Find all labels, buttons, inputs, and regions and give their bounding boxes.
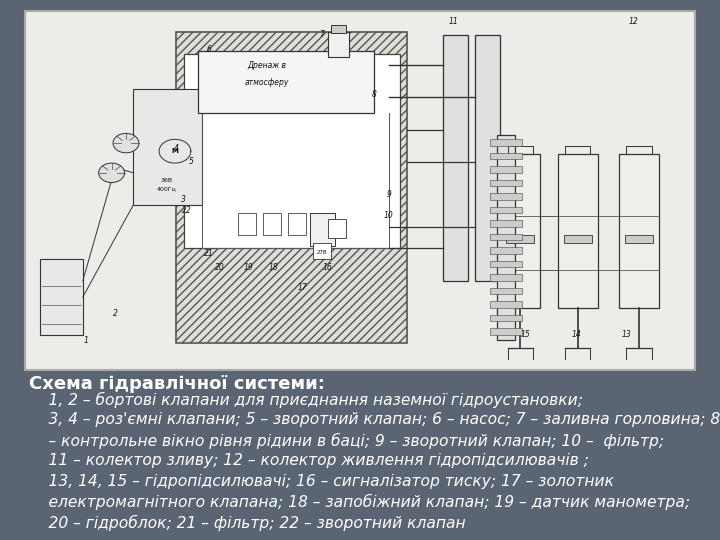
Text: 3: 3 bbox=[181, 195, 186, 204]
Text: Схема гідравлічної системи:: Схема гідравлічної системи: bbox=[29, 375, 325, 393]
Text: 11 – колектор зливу; 12 – колектор живлення гідропідсилювачів ;: 11 – колектор зливу; 12 – колектор живле… bbox=[29, 453, 589, 468]
Text: 10: 10 bbox=[384, 212, 394, 220]
Bar bbox=[328, 32, 349, 57]
Bar bbox=[490, 207, 522, 213]
Text: 36В: 36В bbox=[161, 178, 173, 183]
Text: 17: 17 bbox=[297, 283, 307, 292]
Bar bbox=[490, 261, 522, 267]
Bar bbox=[500, 154, 540, 308]
Bar bbox=[490, 220, 522, 227]
Text: 19: 19 bbox=[243, 263, 253, 272]
Text: 12: 12 bbox=[629, 17, 639, 26]
Text: атмосферу: атмосферу bbox=[244, 78, 289, 87]
Bar bbox=[238, 213, 256, 235]
Bar bbox=[198, 51, 374, 113]
Bar bbox=[490, 234, 522, 240]
Text: 400Гц: 400Гц bbox=[157, 186, 177, 192]
Text: 13: 13 bbox=[621, 330, 631, 339]
Bar bbox=[331, 25, 346, 33]
Bar bbox=[490, 274, 522, 281]
Bar bbox=[263, 213, 281, 235]
Bar bbox=[490, 193, 522, 200]
Text: 14: 14 bbox=[571, 330, 581, 339]
Text: 1, 2 – бортові клапани для приєднання наземної гідроустановки;: 1, 2 – бортові клапани для приєднання на… bbox=[29, 392, 582, 408]
Text: 3, 4 – роз'ємні клапани; 5 – зворотний клапан; 6 – насос; 7 – заливна горловина;: 3, 4 – роз'ємні клапани; 5 – зворотний к… bbox=[29, 412, 720, 427]
Bar bbox=[490, 328, 522, 335]
Text: – контрольне вікно рівня рідини в баці; 9 – зворотний клапан; 10 –  фільтр;: – контрольне вікно рівня рідини в баці; … bbox=[29, 433, 664, 449]
Bar bbox=[490, 288, 522, 294]
FancyBboxPatch shape bbox=[25, 11, 695, 370]
Text: 27В: 27В bbox=[317, 249, 327, 255]
Text: 21: 21 bbox=[204, 249, 214, 258]
Text: 7: 7 bbox=[320, 30, 324, 39]
Bar bbox=[176, 32, 407, 343]
Bar bbox=[490, 153, 522, 159]
Text: 16: 16 bbox=[323, 263, 333, 272]
Text: Дренаж в: Дренаж в bbox=[247, 62, 286, 70]
Text: 5: 5 bbox=[189, 158, 193, 166]
Bar bbox=[625, 235, 653, 243]
Bar bbox=[288, 213, 306, 235]
Text: 8: 8 bbox=[372, 90, 377, 99]
Bar bbox=[490, 315, 522, 321]
Bar bbox=[443, 35, 468, 281]
Bar bbox=[490, 301, 522, 308]
Text: 20 – гідроблок; 21 – фільтр; 22 – зворотний клапан: 20 – гідроблок; 21 – фільтр; 22 – зворот… bbox=[29, 515, 465, 531]
Bar bbox=[184, 54, 400, 248]
Bar bbox=[564, 235, 592, 243]
Bar bbox=[133, 89, 202, 205]
Text: 4: 4 bbox=[174, 144, 179, 153]
Text: 13, 14, 15 – гідропідсилювачі; 16 – сигналізатор тиску; 17 – золотник: 13, 14, 15 – гідропідсилювачі; 16 – сигн… bbox=[29, 474, 613, 489]
Bar bbox=[619, 154, 659, 308]
Text: 1: 1 bbox=[84, 336, 89, 345]
Bar bbox=[506, 235, 534, 243]
Bar bbox=[558, 154, 598, 308]
Text: 9: 9 bbox=[387, 190, 391, 199]
Bar bbox=[490, 139, 522, 146]
Circle shape bbox=[99, 163, 125, 183]
Bar bbox=[475, 35, 500, 281]
Bar bbox=[313, 243, 331, 259]
Text: 22: 22 bbox=[182, 206, 192, 215]
Bar bbox=[490, 166, 522, 173]
Text: 15: 15 bbox=[521, 330, 531, 339]
Text: 11: 11 bbox=[449, 17, 459, 26]
Bar bbox=[497, 135, 515, 340]
Bar bbox=[40, 259, 83, 335]
Bar bbox=[490, 180, 522, 186]
Text: 18: 18 bbox=[269, 263, 279, 272]
Text: 2: 2 bbox=[113, 309, 117, 318]
Bar bbox=[328, 219, 346, 238]
Text: 20: 20 bbox=[215, 263, 225, 272]
Text: M: M bbox=[171, 148, 179, 154]
Text: електромагнітного клапана; 18 – запобіжний клапан; 19 – датчик манометра;: електромагнітного клапана; 18 – запобіжн… bbox=[29, 494, 690, 510]
Bar bbox=[310, 213, 335, 246]
Text: 6: 6 bbox=[207, 45, 211, 54]
Circle shape bbox=[113, 133, 139, 153]
Bar bbox=[490, 247, 522, 254]
